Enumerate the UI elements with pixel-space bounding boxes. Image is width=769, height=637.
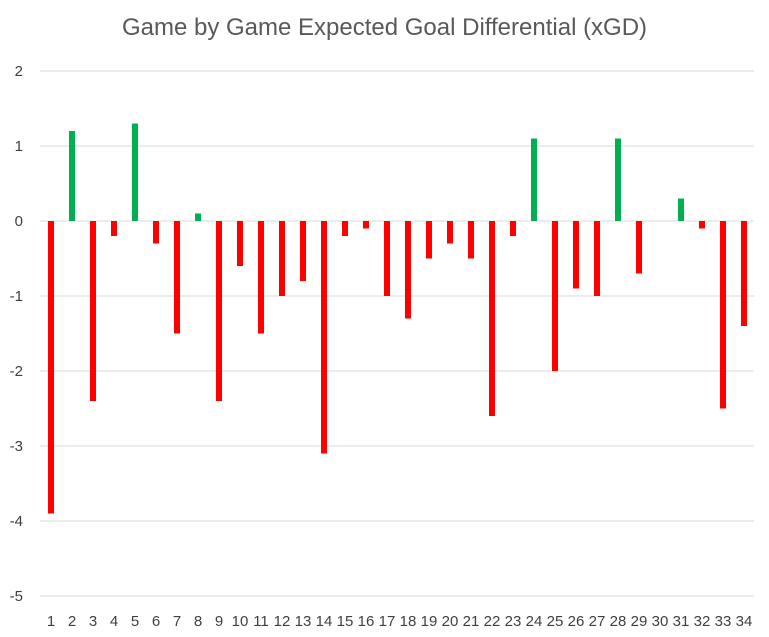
x-tick-label: 14 bbox=[316, 613, 333, 630]
bar-game-5 bbox=[132, 123, 138, 221]
bar-game-7 bbox=[174, 221, 180, 334]
bar-game-21 bbox=[468, 221, 474, 259]
x-tick-label: 31 bbox=[673, 613, 690, 630]
bar-game-17 bbox=[384, 221, 390, 296]
x-tick-label: 16 bbox=[358, 613, 375, 630]
x-tick-label: 9 bbox=[215, 613, 223, 630]
bar-game-3 bbox=[90, 221, 96, 401]
bar-game-29 bbox=[636, 221, 642, 274]
y-tick-label: 0 bbox=[15, 213, 23, 230]
bar-game-15 bbox=[342, 221, 348, 236]
bar-game-25 bbox=[552, 221, 558, 371]
bar-game-14 bbox=[321, 221, 327, 454]
x-tick-label: 19 bbox=[421, 613, 438, 630]
x-tick-label: 6 bbox=[152, 613, 160, 630]
x-tick-label: 15 bbox=[337, 613, 354, 630]
x-tick-label: 7 bbox=[173, 613, 181, 630]
bar-game-16 bbox=[363, 221, 369, 229]
x-tick-label: 26 bbox=[568, 613, 585, 630]
x-tick-label: 13 bbox=[295, 613, 312, 630]
chart-title: Game by Game Expected Goal Differential … bbox=[121, 14, 648, 41]
x-tick-label: 27 bbox=[589, 613, 606, 630]
bar-game-8 bbox=[195, 213, 201, 221]
x-tick-label: 8 bbox=[194, 613, 202, 630]
bar-game-20 bbox=[447, 221, 453, 244]
bar-game-18 bbox=[405, 221, 411, 319]
x-axis-tick-labels: 1 2 3 4 5 6 7 8 9 10 11 12 13 14 15 16 17 18 19 20 21 22 23 24 2… bbox=[47, 613, 753, 630]
x-tick-label: 23 bbox=[505, 613, 522, 630]
x-tick-label: 3 bbox=[89, 613, 97, 630]
x-tick-label: 1 bbox=[47, 613, 55, 630]
gridlines bbox=[40, 70, 754, 597]
x-tick-label: 18 bbox=[400, 613, 417, 630]
x-tick-label: 33 bbox=[715, 613, 732, 630]
x-tick-label: 30 bbox=[652, 613, 669, 630]
x-tick-label: 22 bbox=[484, 613, 501, 630]
bar-game-22 bbox=[489, 221, 495, 416]
y-tick-label: 2 bbox=[15, 63, 23, 80]
x-tick-label: 4 bbox=[110, 613, 118, 630]
bar-game-24 bbox=[531, 138, 537, 221]
x-tick-label: 2 bbox=[68, 613, 76, 630]
x-tick-label: 29 bbox=[631, 613, 648, 630]
bar-game-34 bbox=[741, 221, 747, 326]
bar-game-1 bbox=[48, 221, 54, 514]
x-tick-label: 25 bbox=[547, 613, 564, 630]
bar-game-4 bbox=[111, 221, 117, 236]
bar-game-27 bbox=[594, 221, 600, 296]
bar-game-19 bbox=[426, 221, 432, 259]
x-tick-label: 28 bbox=[610, 613, 627, 630]
y-tick-label: -4 bbox=[10, 513, 23, 530]
y-axis-tick-labels: 2 1 0 -1 -2 -3 -4 -5 bbox=[10, 63, 23, 605]
y-tick-label: -5 bbox=[10, 588, 23, 605]
bar-game-11 bbox=[258, 221, 264, 334]
bar-game-33 bbox=[720, 221, 726, 409]
x-tick-label: 24 bbox=[526, 613, 543, 630]
bar-game-26 bbox=[573, 221, 579, 289]
y-tick-label: -3 bbox=[10, 438, 23, 455]
bar-game-23 bbox=[510, 221, 516, 236]
bar-game-9 bbox=[216, 221, 222, 401]
x-tick-label: 21 bbox=[463, 613, 480, 630]
y-tick-label: -2 bbox=[10, 363, 23, 380]
x-tick-label: 20 bbox=[442, 613, 459, 630]
x-tick-label: 5 bbox=[131, 613, 139, 630]
x-tick-label: 12 bbox=[274, 613, 291, 630]
bar-game-6 bbox=[153, 221, 159, 244]
y-tick-label: -1 bbox=[10, 288, 23, 305]
x-tick-label: 11 bbox=[253, 613, 269, 630]
x-tick-label: 17 bbox=[379, 613, 396, 630]
x-tick-label: 32 bbox=[694, 613, 711, 630]
y-tick-label: 1 bbox=[15, 138, 23, 155]
bar-game-31 bbox=[678, 198, 684, 221]
bar-game-12 bbox=[279, 221, 285, 296]
bar-game-32 bbox=[699, 221, 705, 229]
bar-game-2 bbox=[69, 131, 75, 221]
bar-game-10 bbox=[237, 221, 243, 266]
x-tick-label: 34 bbox=[736, 613, 753, 630]
bar-game-28 bbox=[615, 138, 621, 221]
x-tick-label: 10 bbox=[232, 613, 249, 630]
bars bbox=[48, 123, 747, 514]
bar-game-13 bbox=[300, 221, 306, 281]
